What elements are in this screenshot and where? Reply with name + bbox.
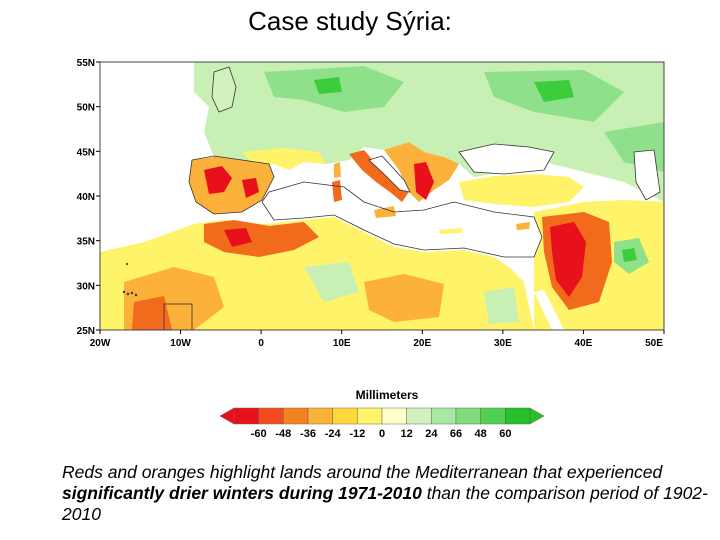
legend-swatch <box>307 407 333 425</box>
cyprus <box>516 222 530 230</box>
caption-part1: Reds and oranges highlight lands around … <box>62 462 663 482</box>
latitude-axis: 55N 50N 45N 40N 35N 30N 25N <box>77 58 100 337</box>
lon-label: 30E <box>494 338 512 349</box>
legend-swatch <box>233 407 259 425</box>
lat-label: 40N <box>77 192 95 203</box>
legend-label: 24 <box>425 428 438 440</box>
sahara-orange <box>124 267 444 330</box>
corsica <box>334 162 341 178</box>
caption: Reds and oranges highlight lands around … <box>62 462 712 525</box>
lat-label: 45N <box>77 147 95 158</box>
legend-colorbar <box>219 407 545 425</box>
legend-arrow-right <box>529 407 545 425</box>
lon-label: 10E <box>333 338 351 349</box>
legend-label: -12 <box>349 428 365 440</box>
legend-arrow-left <box>219 407 235 425</box>
lat-label: 55N <box>77 58 95 69</box>
syria-red <box>550 222 586 297</box>
uk-land <box>212 67 236 112</box>
caspian-sea <box>634 150 660 200</box>
legend-label: 12 <box>401 428 413 440</box>
precipitation-map: 55N 50N 45N 40N 35N 30N 25N 20W 10W 0 10E 20E 30E 40… <box>64 52 676 352</box>
mediterranean-sea <box>262 182 542 257</box>
lon-label: 20E <box>413 338 431 349</box>
aegean-sea <box>436 186 462 214</box>
lat-label: 25N <box>77 326 95 337</box>
crete <box>439 228 462 234</box>
canary-islands <box>122 263 138 297</box>
legend-swatch <box>455 407 481 425</box>
slide-title: Case study Sýria: <box>248 6 452 36</box>
legend-swatch <box>406 407 432 425</box>
legend-swatch <box>480 407 506 425</box>
west-sahara-red <box>132 296 172 330</box>
legend-label: -48 <box>275 428 291 440</box>
legend-label: 0 <box>379 428 385 440</box>
maghreb-red <box>224 228 252 247</box>
legend-swatch <box>258 407 284 425</box>
lat-label: 50N <box>77 103 95 114</box>
legend-swatch <box>431 407 457 425</box>
lon-label: 40E <box>575 338 593 349</box>
legend-swatch <box>505 407 531 425</box>
legend-swatch <box>332 407 358 425</box>
red-sea <box>534 290 564 330</box>
legend-labels: -60 -48 -36 -24 -12 0 12 24 66 48 60 <box>251 428 512 440</box>
legend-title: Millimeters <box>356 388 419 402</box>
caption-bold: significantly drier winters during 1971-… <box>62 483 422 503</box>
adriatic-sea <box>369 156 410 192</box>
lon-label: 20W <box>90 338 111 349</box>
iraq-green-strong <box>622 248 637 262</box>
map-canvas: 55N 50N 45N 40N 35N 30N 25N 20W 10W 0 10E 20E 30E 40… <box>77 58 665 349</box>
color-legend: Millimeters -60 -48 -36 -24 -12 0 12 24 66 48 60 <box>212 386 562 446</box>
legend-label: 48 <box>475 428 487 440</box>
coastlines <box>188 66 661 258</box>
longitude-axis: 20W 10W 0 10E 20E 30E 40E 50E <box>90 330 665 349</box>
legend-label: 60 <box>499 428 511 440</box>
legend-label: -24 <box>325 428 342 440</box>
italy-land <box>349 150 409 202</box>
legend-label: -36 <box>300 428 316 440</box>
black-sea <box>459 144 554 174</box>
lon-label: 50E <box>645 338 663 349</box>
legend-swatch <box>381 407 407 425</box>
caption-part2: than the comparison period of 1902-2010 <box>62 483 708 524</box>
legend-swatch <box>357 407 383 425</box>
border-box <box>163 303 193 330</box>
balkans-red <box>414 162 434 200</box>
legend-swatch <box>283 407 309 425</box>
legend-label: -60 <box>251 428 267 440</box>
atlantic-ocean <box>100 62 214 252</box>
legend-label: 66 <box>450 428 462 440</box>
lon-label: 10W <box>170 338 191 349</box>
sicily <box>374 206 396 218</box>
lat-label: 30N <box>77 281 95 292</box>
europe-green-strong <box>314 77 574 102</box>
lon-label: 0 <box>258 338 264 349</box>
iberia-red <box>204 166 259 198</box>
lat-label: 35N <box>77 237 95 248</box>
africa-green <box>304 262 519 324</box>
france-land <box>242 148 326 170</box>
turkey-land <box>459 174 584 207</box>
